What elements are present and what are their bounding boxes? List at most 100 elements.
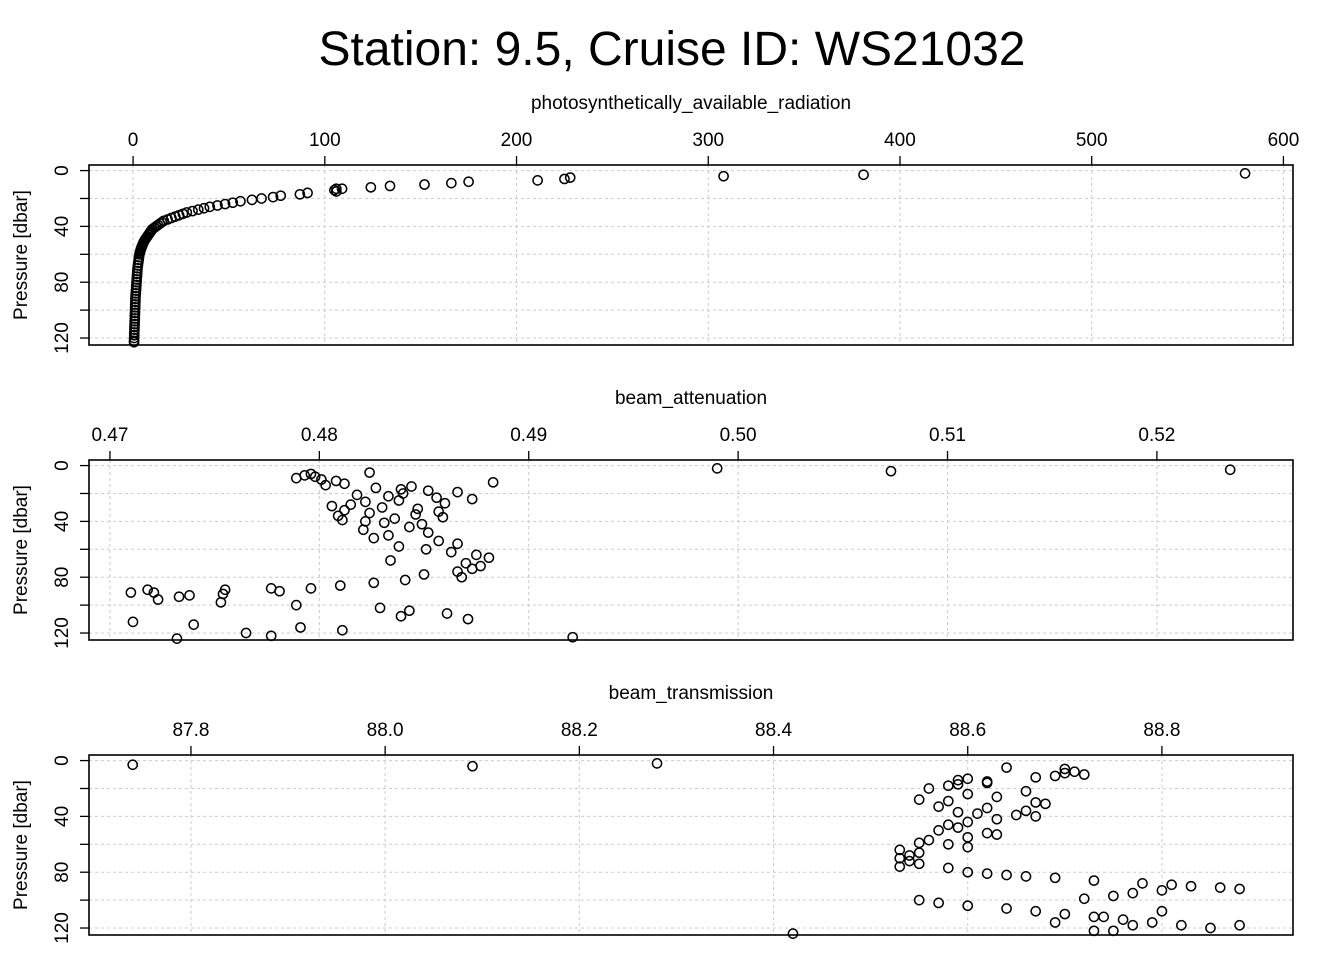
data-point <box>981 777 993 789</box>
data-point <box>383 490 394 502</box>
data-point <box>127 616 139 628</box>
data-point <box>1049 917 1061 928</box>
data-point <box>452 486 463 498</box>
x-tick-label: 88.8 <box>1143 720 1180 741</box>
x-tick-label: 0.47 <box>91 425 128 446</box>
data-point <box>129 299 141 310</box>
data-point <box>1166 879 1177 891</box>
data-point <box>532 174 543 186</box>
y-tick-label: 80 <box>52 272 73 293</box>
data-point <box>567 631 579 643</box>
x-tick-label: 0.50 <box>720 425 757 446</box>
data-point <box>295 622 306 633</box>
x-tick-label: 88.2 <box>561 720 598 741</box>
data-point <box>171 633 183 644</box>
data-point <box>148 587 160 598</box>
data-point <box>981 802 993 814</box>
data-point <box>384 180 396 192</box>
data-point <box>129 321 140 333</box>
data-point <box>184 589 195 601</box>
data-point <box>1069 766 1080 778</box>
data-point <box>991 791 1003 803</box>
data-point <box>651 758 663 769</box>
x-tick-label: 400 <box>884 130 916 151</box>
data-point <box>418 569 430 580</box>
data-point <box>1117 914 1129 926</box>
data-point <box>981 868 993 879</box>
data-point <box>1156 905 1168 917</box>
y-tick-label: 120 <box>52 617 73 649</box>
data-point <box>991 829 1003 840</box>
data-point <box>127 759 139 771</box>
data-point <box>420 543 432 555</box>
data-point <box>1108 890 1119 902</box>
data-point <box>399 574 411 586</box>
data-point <box>198 202 210 214</box>
data-point <box>130 293 141 305</box>
data-point <box>445 546 457 558</box>
y-tick-label: 120 <box>52 912 73 944</box>
data-point <box>404 521 415 533</box>
data-point <box>885 465 897 477</box>
data-point <box>942 780 954 792</box>
data-point <box>337 514 348 526</box>
data-point <box>404 605 415 617</box>
data-point <box>188 619 200 631</box>
data-point <box>952 774 964 786</box>
x-axis-label: photosynthetically_available_radiation <box>531 93 851 114</box>
data-point <box>952 822 964 833</box>
data-point <box>962 841 974 853</box>
x-tick-label: 87.8 <box>172 720 209 741</box>
data-point <box>385 555 396 566</box>
data-point <box>1127 887 1139 899</box>
data-point <box>1234 919 1245 931</box>
data-point <box>904 855 915 867</box>
data-point <box>431 492 442 504</box>
x-tick-label: 0.48 <box>301 425 338 446</box>
data-point <box>439 497 451 509</box>
data-point <box>337 624 348 636</box>
data-point <box>419 179 430 190</box>
data-point <box>383 529 394 541</box>
data-point <box>1030 797 1042 808</box>
data-point <box>913 837 925 849</box>
data-point <box>422 527 434 538</box>
y-tick-label: 0 <box>52 165 73 176</box>
data-point <box>204 201 216 213</box>
data-point <box>265 630 277 642</box>
data-point <box>1127 919 1139 931</box>
data-point <box>1030 811 1042 822</box>
data-point <box>345 499 357 511</box>
data-point <box>913 847 925 859</box>
data-point <box>309 471 321 483</box>
data-point <box>1224 464 1236 476</box>
data-point <box>364 507 375 519</box>
data-point <box>378 517 390 529</box>
x-tick-label: 600 <box>1268 130 1300 151</box>
data-point <box>894 861 906 872</box>
x-axis-label: beam_transmission <box>609 683 774 704</box>
data-point <box>410 509 422 520</box>
x-tick-label: 0.52 <box>1138 425 1175 446</box>
plot-frame <box>88 164 1294 346</box>
data-point <box>389 513 401 524</box>
data-point <box>718 170 729 182</box>
data-point <box>991 813 1003 825</box>
data-point <box>456 571 468 583</box>
chart-panel-3: 87.8 88.0 88.2 88.4 88.6 88.8 beam_transmissio… <box>11 683 1294 944</box>
data-point <box>219 198 231 210</box>
data-point <box>339 504 350 516</box>
data-point <box>913 894 925 906</box>
data-point <box>192 204 204 216</box>
data-point <box>962 900 974 912</box>
data-point <box>305 583 317 594</box>
data-point <box>483 552 495 564</box>
y-tick-label: 40 <box>52 216 73 237</box>
data-point <box>416 518 428 530</box>
data-point <box>858 169 869 181</box>
data-point <box>1010 809 1022 821</box>
x-tick-label: 88.0 <box>367 720 404 741</box>
data-point <box>360 496 371 508</box>
data-point <box>452 538 463 550</box>
